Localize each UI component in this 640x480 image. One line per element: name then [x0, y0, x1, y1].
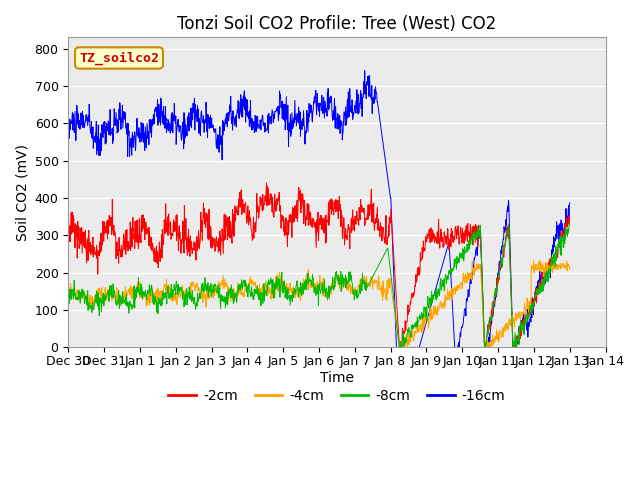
-4cm [232, 291, 240, 297]
-2cm [383, 238, 391, 244]
-4cm [383, 277, 391, 283]
-16cm [566, 200, 573, 206]
-8cm [513, 338, 521, 344]
-8cm [566, 220, 573, 226]
-8cm [173, 284, 180, 290]
-2cm [173, 212, 180, 217]
-16cm [514, 340, 522, 346]
X-axis label: Time: Time [320, 371, 354, 385]
Title: Tonzi Soil CO2 Profile: Tree (West) CO2: Tonzi Soil CO2 Profile: Tree (West) CO2 [177, 15, 497, 33]
-8cm [437, 288, 445, 293]
Y-axis label: Soil CO2 (mV): Soil CO2 (mV) [15, 144, 29, 241]
-2cm [514, 337, 522, 343]
-16cm [392, 345, 400, 350]
-2cm [396, 345, 403, 350]
-4cm [358, 278, 366, 284]
-8cm [358, 286, 366, 291]
Line: -4cm: -4cm [68, 261, 570, 348]
-16cm [232, 120, 240, 126]
-2cm [566, 214, 573, 219]
-2cm [232, 204, 240, 210]
Legend: -2cm, -4cm, -8cm, -16cm: -2cm, -4cm, -8cm, -16cm [163, 384, 511, 408]
-4cm [513, 312, 521, 318]
-16cm [358, 114, 366, 120]
Line: -2cm: -2cm [68, 183, 570, 348]
-16cm [438, 265, 445, 271]
-2cm [262, 180, 270, 186]
-16cm [361, 68, 369, 73]
-8cm [396, 345, 403, 350]
-16cm [383, 173, 391, 179]
Line: -8cm: -8cm [68, 223, 570, 348]
-4cm [566, 267, 573, 273]
-4cm [173, 302, 180, 308]
Line: -16cm: -16cm [68, 71, 570, 348]
-2cm [438, 229, 445, 235]
-16cm [173, 126, 180, 132]
-2cm [358, 207, 366, 213]
-8cm [383, 246, 391, 252]
-8cm [65, 304, 72, 310]
-2cm [65, 246, 72, 252]
-8cm [566, 221, 573, 227]
-4cm [65, 294, 72, 300]
Text: TZ_soilco2: TZ_soilco2 [79, 51, 159, 65]
-16cm [65, 114, 72, 120]
-8cm [232, 290, 240, 296]
-4cm [396, 345, 403, 350]
-4cm [437, 304, 445, 310]
-4cm [530, 258, 538, 264]
